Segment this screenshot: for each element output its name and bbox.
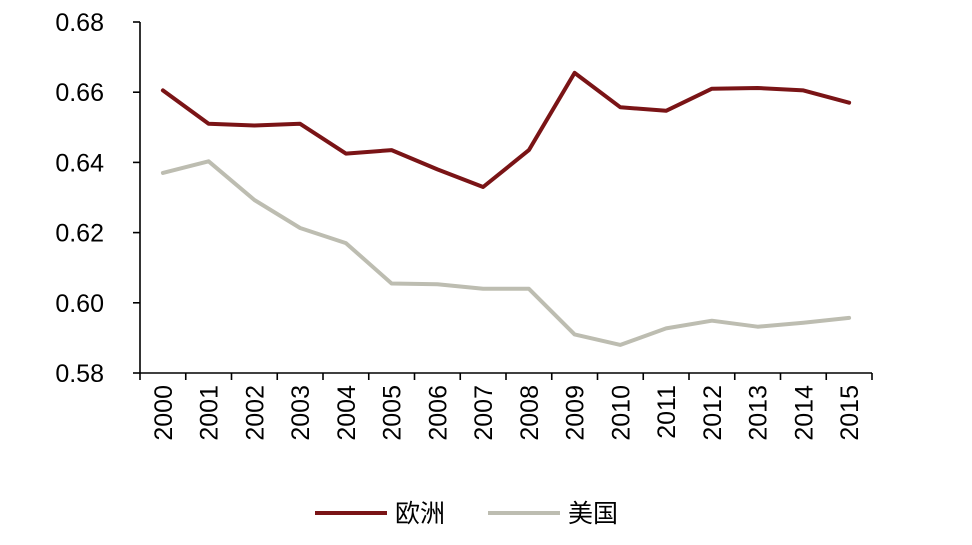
legend-label-1: 欧洲 xyxy=(395,499,445,528)
x-tick-label: 2006 xyxy=(424,385,452,441)
x-tick-label: 2005 xyxy=(379,385,407,441)
x-tick-label: 2003 xyxy=(287,385,315,441)
axes: 0.58 0.60 0.62 0.64 0.66 0.68 2000 2001 2002 2003… xyxy=(55,9,873,441)
x-tick-label: 2009 xyxy=(562,385,590,441)
series-line-2 xyxy=(160,159,852,347)
y-tick-label: 0.66 xyxy=(55,79,104,107)
series-layer xyxy=(160,70,852,347)
y-tick-label: 0.58 xyxy=(55,360,104,388)
y-tick-label: 0.62 xyxy=(55,220,104,248)
x-tick-label: 2012 xyxy=(699,385,727,441)
series-line-1 xyxy=(160,70,852,189)
x-tick-label: 2008 xyxy=(516,385,544,441)
x-tick-label: 2004 xyxy=(333,385,361,441)
x-tick-label: 2013 xyxy=(745,385,773,441)
y-tick-label: 0.60 xyxy=(55,290,104,318)
legend: 欧洲 美国 xyxy=(315,499,618,528)
x-tick-label: 2000 xyxy=(150,385,178,441)
legend-label-2: 美国 xyxy=(568,499,618,528)
y-tick-label: 0.64 xyxy=(55,149,104,177)
x-tick-label: 2010 xyxy=(607,385,635,441)
x-tick-label: 2007 xyxy=(470,385,498,441)
x-tick-label: 2015 xyxy=(836,385,864,441)
x-tick-label: 2014 xyxy=(790,385,818,441)
x-tick-label: 2011 xyxy=(653,385,681,439)
y-tick-label: 0.68 xyxy=(55,9,104,37)
x-tick-label: 2001 xyxy=(196,385,224,441)
x-tick-label: 2002 xyxy=(241,385,269,441)
